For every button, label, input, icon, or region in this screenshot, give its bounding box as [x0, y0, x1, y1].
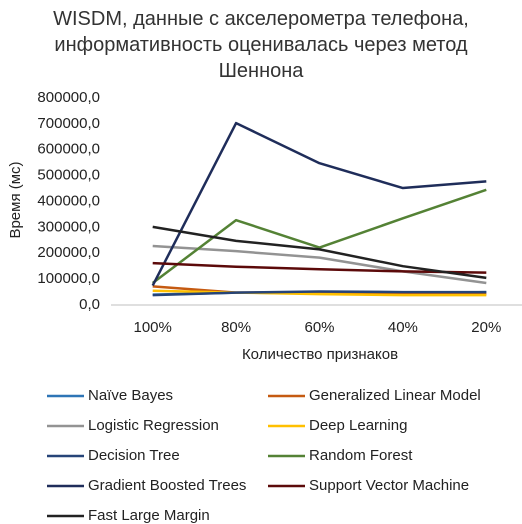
y-tick-label: 500000,0 [37, 167, 100, 184]
y-axis-label: Время (мс) [7, 161, 24, 238]
series-line [151, 188, 487, 285]
series-line [151, 121, 487, 287]
series-line [152, 290, 487, 297]
legend-label: Support Vector Machine [309, 477, 469, 494]
legend-label: Decision Tree [88, 447, 180, 464]
y-tick-label: 100000,0 [37, 270, 100, 287]
chart-title: WISDM, данные с акселерометра телефона, … [53, 8, 469, 82]
series-line [152, 289, 487, 297]
x-axis-label: Количество признаков [242, 346, 398, 363]
x-tick-label: 20% [471, 319, 501, 336]
y-tick-label: 300000,0 [37, 218, 100, 235]
y-tick-label: 400000,0 [37, 192, 100, 209]
legend-label: Logistic Regression [88, 417, 219, 434]
y-tick-label: 600000,0 [37, 141, 100, 158]
y-tick-label: 0,0 [79, 296, 100, 313]
x-tick-label: 40% [388, 319, 418, 336]
legend-label: Gradient Boosted Trees [88, 477, 246, 494]
series-line [152, 244, 487, 285]
legend-label: Deep Learning [309, 417, 407, 434]
y-tick-label: 800000,0 [37, 89, 100, 106]
y-tick-label: 200000,0 [37, 244, 100, 261]
x-tick-label: 80% [221, 319, 251, 336]
legend-label: Naïve Bayes [88, 387, 173, 404]
x-tick-label: 100% [134, 319, 172, 336]
legend-label: Random Forest [309, 447, 413, 464]
x-tick-label: 60% [304, 319, 334, 336]
legend-label: Generalized Linear Model [309, 387, 481, 404]
legend-label: Fast Large Margin [88, 507, 210, 524]
series-line [152, 261, 487, 274]
series-line [152, 225, 487, 280]
y-tick-label: 700000,0 [37, 115, 100, 132]
